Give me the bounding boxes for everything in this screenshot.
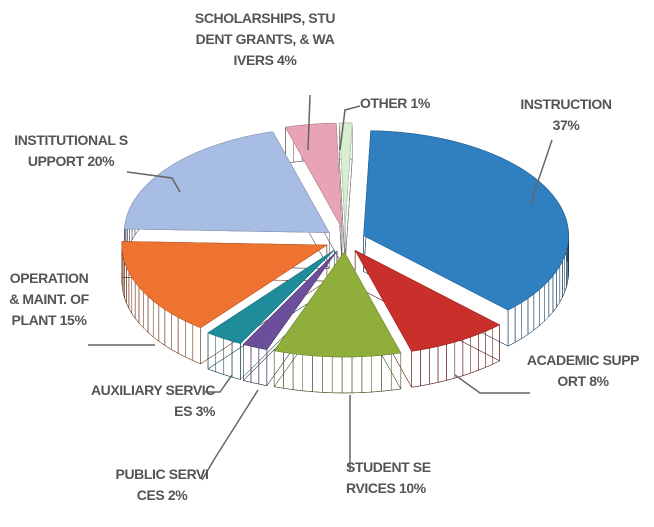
slice-label: STUDENT SERVICES 10%	[346, 457, 438, 499]
category-label: STUDENT SERVICES	[346, 459, 431, 496]
slice	[284, 122, 343, 229]
category-label: OPERATION & MAINT. OF PLANT	[9, 270, 89, 328]
slice	[121, 241, 328, 329]
value-label: 4%	[277, 52, 297, 68]
slice-label: OPERATION & MAINT. OF PLANT 15%	[8, 268, 90, 331]
category-label: PUBLIC SERVICES	[115, 466, 209, 503]
slice-label: ACADEMIC SUPPORT 8%	[522, 350, 644, 392]
value-label: 10%	[398, 480, 426, 496]
category-label: AUXILIARY SERVICES	[90, 382, 215, 419]
slice	[354, 249, 501, 352]
leader-line	[126, 171, 181, 193]
category-label: ACADEMIC SUPPORT	[526, 352, 640, 389]
category-label: OTHER	[360, 95, 408, 111]
slice-label: INSTRUCTION 37%	[520, 94, 612, 136]
slice	[242, 250, 338, 350]
leader-line	[201, 389, 259, 481]
leader-line	[529, 139, 553, 206]
category-label: INSTITUTIONAL SUPPORT	[14, 132, 128, 169]
leader-line	[339, 105, 361, 151]
slice-label: INSTITUTIONAL SUPPORT 20%	[10, 130, 132, 172]
value-label: 1%	[410, 95, 431, 111]
value-label: 3%	[195, 403, 216, 419]
value-label: 8%	[589, 373, 609, 389]
leader-line	[307, 94, 311, 151]
category-label: INSTRUCTION	[520, 96, 612, 112]
slice	[339, 122, 353, 229]
slice	[273, 251, 402, 358]
category-label: SCHOLARSHIPS, STUDENT GRANTS, & WAIVERS	[194, 10, 336, 68]
slice-label: PUBLIC SERVICES 2%	[112, 464, 212, 506]
slice-label: OTHER 1%	[360, 93, 470, 114]
value-label: 15%	[59, 312, 87, 328]
value-label: 37%	[552, 117, 580, 133]
leader-line	[205, 374, 233, 393]
value-label: 2%	[167, 487, 188, 503]
leader-line	[454, 374, 530, 394]
slice-label: SCHOLARSHIPS, STUDENT GRANTS, & WAIVERS …	[194, 8, 336, 71]
slice-label: AUXILIARY SERVICES 3%	[90, 380, 215, 422]
slice	[207, 249, 335, 344]
slice	[363, 130, 569, 311]
slice	[124, 131, 330, 233]
slice-side	[207, 249, 335, 381]
slice-side	[242, 250, 338, 387]
value-label: 20%	[87, 153, 115, 169]
